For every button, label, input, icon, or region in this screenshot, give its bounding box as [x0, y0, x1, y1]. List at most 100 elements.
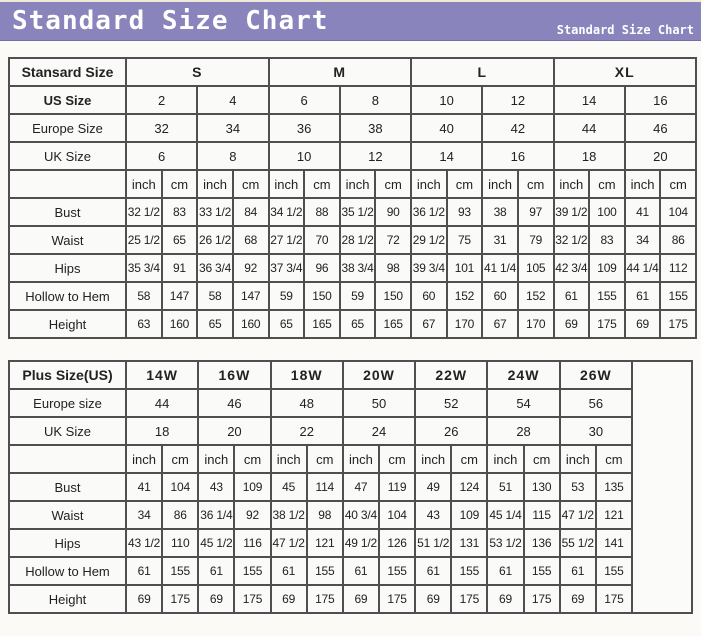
inch-value-cell: 43 [197, 472, 236, 502]
inch-value-cell: 34 [124, 500, 164, 530]
size-value-cell: 40 [409, 113, 484, 143]
inch-value-cell: 53 [558, 472, 597, 502]
cm-value-cell: 155 [450, 556, 489, 586]
cm-value-cell: 150 [374, 281, 412, 311]
cm-value-cell: 104 [377, 500, 417, 530]
size-row: UK Size 18 20 22 24 26 28 30 [8, 416, 692, 446]
unit-label-cell: inch [125, 169, 163, 199]
inch-value-cell: 27 1/2 [267, 225, 306, 255]
row-label: UK Size [8, 141, 127, 171]
cm-value-cell: 155 [233, 556, 272, 586]
size-value-cell: 18 [124, 416, 200, 446]
cm-value-cell: 79 [516, 225, 555, 255]
plus-size-table: Plus Size(US) 14W 16W 18W 20W 22W 24W 26W Europe… [8, 360, 693, 614]
inch-value-cell: 61 [341, 556, 380, 586]
inch-value-cell: 58 [125, 281, 163, 311]
cm-value-cell: 75 [445, 225, 484, 255]
cm-value-cell: 84 [231, 197, 270, 227]
cm-value-cell: 92 [231, 253, 270, 283]
inch-value-cell: 53 1/2 [486, 528, 525, 558]
cm-value-cell: 121 [305, 528, 344, 558]
size-value-cell: 10 [409, 85, 484, 115]
cm-value-cell: 130 [522, 472, 561, 502]
size-value-cell: 16 [481, 141, 555, 171]
unit-label-cell: inch [269, 444, 308, 474]
cm-value-cell: 86 [161, 500, 200, 530]
unit-label-cell: cm [305, 444, 344, 474]
size-value-cell: 48 [269, 388, 344, 418]
inch-value-cell: 61 [558, 556, 597, 586]
cm-value-cell: 165 [374, 309, 412, 339]
size-value-cell: 28 [486, 416, 561, 446]
inch-value-cell: 49 [414, 472, 453, 502]
inch-value-cell: 35 1/2 [338, 197, 377, 227]
size-value-cell: 46 [623, 113, 698, 143]
unit-label-cell: cm [161, 444, 200, 474]
cm-value-cell: 121 [594, 500, 634, 530]
unit-label-cell: inch [552, 169, 591, 199]
inch-value-cell: 59 [338, 281, 377, 311]
unit-label-cell: cm [445, 169, 484, 199]
inch-value-cell: 63 [125, 309, 163, 339]
size-group-header: 24W [486, 360, 561, 390]
row-label: Bust [8, 197, 127, 227]
size-value-cell: 24 [341, 416, 417, 446]
table-header-row: Plus Size(US) 14W 16W 18W 20W 22W 24W 26W [8, 360, 693, 614]
size-value-cell: 46 [197, 388, 272, 418]
size-value-cell: 18 [552, 141, 626, 171]
inch-value-cell: 47 1/2 [269, 528, 308, 558]
inch-value-cell: 51 1/2 [414, 528, 453, 558]
inch-value-cell: 67 [410, 309, 448, 339]
size-group-header: S [125, 57, 270, 87]
row-label: Hollow to Hem [8, 556, 127, 586]
measurement-row: Hips 35 3/4 91 36 3/4 92 37 3/4 96 38 3/4 98 39 3… [8, 253, 697, 283]
row-label: Hips [8, 253, 127, 283]
inch-value-cell: 25 1/2 [125, 225, 163, 255]
cm-value-cell: 160 [231, 309, 270, 339]
size-row: US Size 2 4 6 8 10 12 14 16 [8, 85, 698, 115]
row-label-empty [8, 444, 127, 474]
cm-value-cell: 126 [377, 528, 417, 558]
unit-label-cell: inch [486, 444, 525, 474]
cm-value-cell: 135 [594, 472, 634, 502]
row-label: Waist [8, 225, 127, 255]
size-value-cell: 54 [486, 388, 561, 418]
cm-value-cell: 98 [374, 253, 412, 283]
inch-value-cell: 41 [623, 197, 662, 227]
inch-value-cell: 60 [410, 281, 448, 311]
row-label: Hips [8, 528, 127, 558]
unit-label-cell: cm [231, 169, 270, 199]
page-subtitle: Standard Size Chart [556, 23, 694, 37]
size-value-cell: 26 [414, 416, 489, 446]
empty-spacer-cell [631, 360, 693, 614]
cm-value-cell: 155 [161, 556, 200, 586]
inch-value-cell: 61 [486, 556, 525, 586]
measurement-row: Hollow to Hem 61 155 61 155 61 155 61 155 61 155 61… [8, 556, 692, 586]
measurement-row: Waist 25 1/2 65 26 1/2 68 27 1/2 70 28 1/2 72 29 … [8, 225, 697, 255]
unit-label-cell: inch [267, 169, 306, 199]
inch-value-cell: 31 [481, 225, 519, 255]
inch-value-cell: 65 [267, 309, 306, 339]
cm-value-cell: 104 [659, 197, 697, 227]
inch-value-cell: 65 [196, 309, 234, 339]
unit-header-row: inch cm inch cm inch cm inch cm inch cm inch cm inch… [8, 169, 697, 199]
row-label: US Size [8, 85, 127, 115]
inch-value-cell: 44 1/4 [623, 253, 662, 283]
size-value-cell: 8 [338, 85, 413, 115]
cm-value-cell: 155 [588, 281, 626, 311]
inch-value-cell: 42 3/4 [552, 253, 591, 283]
cm-value-cell: 109 [588, 253, 626, 283]
cm-value-cell: 160 [160, 309, 199, 339]
cm-value-cell: 93 [445, 197, 484, 227]
row-label-empty [8, 169, 127, 199]
inch-value-cell: 39 3/4 [410, 253, 448, 283]
cm-value-cell: 83 [588, 225, 626, 255]
unit-label-cell: cm [233, 444, 272, 474]
cm-value-cell: 91 [160, 253, 199, 283]
cm-value-cell: 155 [594, 556, 634, 586]
inch-value-cell: 28 1/2 [338, 225, 377, 255]
inch-value-cell: 69 [552, 309, 591, 339]
inch-value-cell: 69 [124, 584, 164, 614]
unit-label-cell: inch [341, 444, 380, 474]
cm-value-cell: 72 [374, 225, 412, 255]
